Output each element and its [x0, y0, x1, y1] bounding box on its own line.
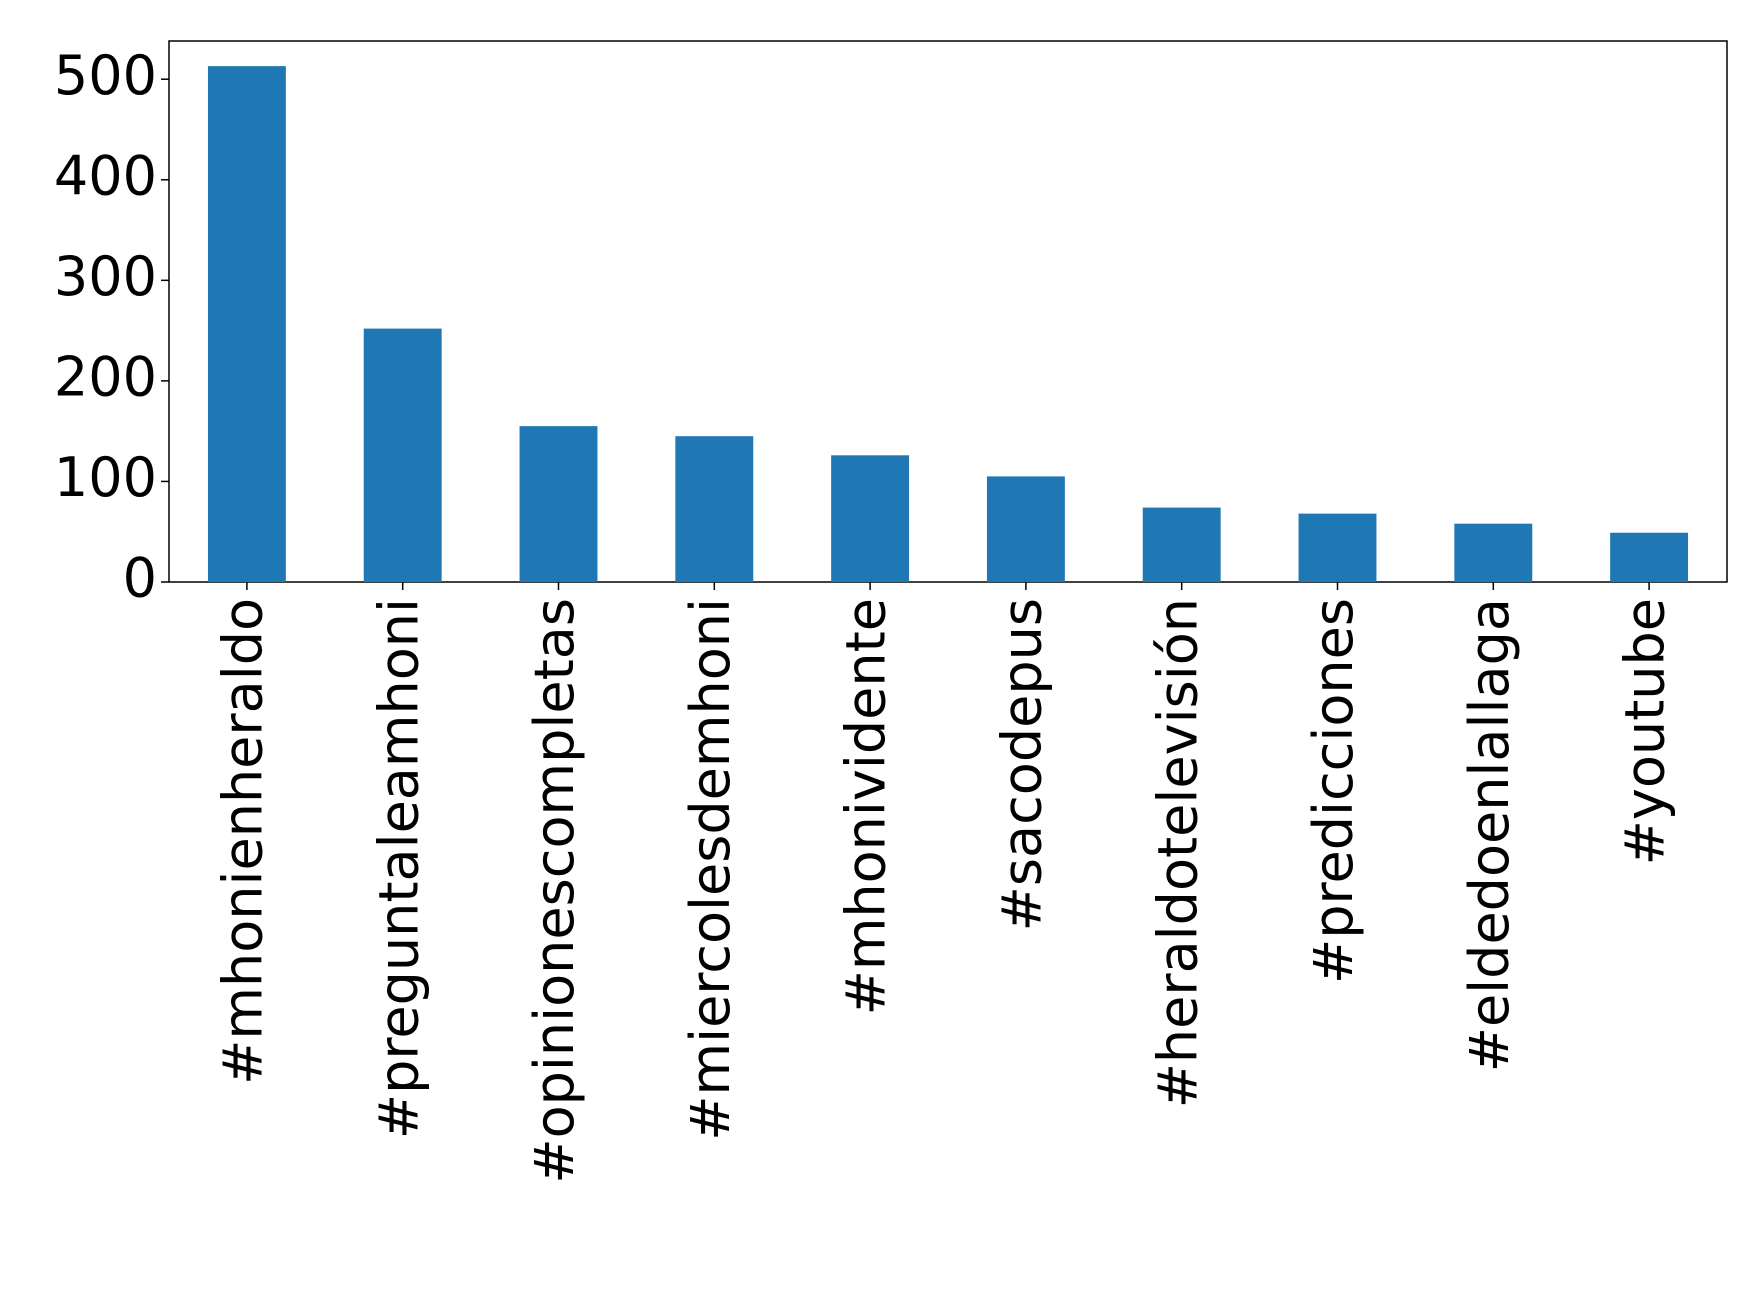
x-tick-label: #mhonienheraldo: [212, 598, 275, 1085]
y-tick-label: 0: [123, 547, 157, 610]
y-tick-label: 300: [54, 245, 157, 308]
y-tick-label: 100: [54, 446, 157, 509]
bar: [519, 426, 598, 582]
x-tick-label: #preguntaleamhoni: [367, 598, 430, 1139]
x-tick-label: #mhonividente: [835, 598, 898, 1015]
y-tick-label: 200: [54, 346, 157, 409]
x-tick-label: #predicciones: [1302, 598, 1365, 984]
bar: [986, 476, 1065, 582]
x-tick-label: #heraldotelevisión: [1146, 598, 1209, 1108]
y-tick-label: 500: [54, 44, 157, 107]
bar: [675, 436, 754, 582]
bar: [1454, 523, 1533, 582]
y-tick-label: 400: [54, 144, 157, 207]
x-tick-label: #opinionescompletas: [523, 598, 586, 1184]
x-tick-label: #miercolesdemhoni: [679, 598, 742, 1141]
bar: [1298, 513, 1377, 582]
bar: [1610, 532, 1689, 582]
x-tick-label: #youtube: [1614, 598, 1677, 865]
x-tick-label: #sacodepus: [991, 598, 1054, 931]
bar: [207, 66, 286, 582]
x-tick-label: #eldedoenlallaga: [1458, 598, 1521, 1072]
axes-frame: [168, 40, 1728, 583]
bar: [1142, 507, 1221, 582]
bar: [363, 328, 442, 582]
bar: [831, 455, 910, 582]
